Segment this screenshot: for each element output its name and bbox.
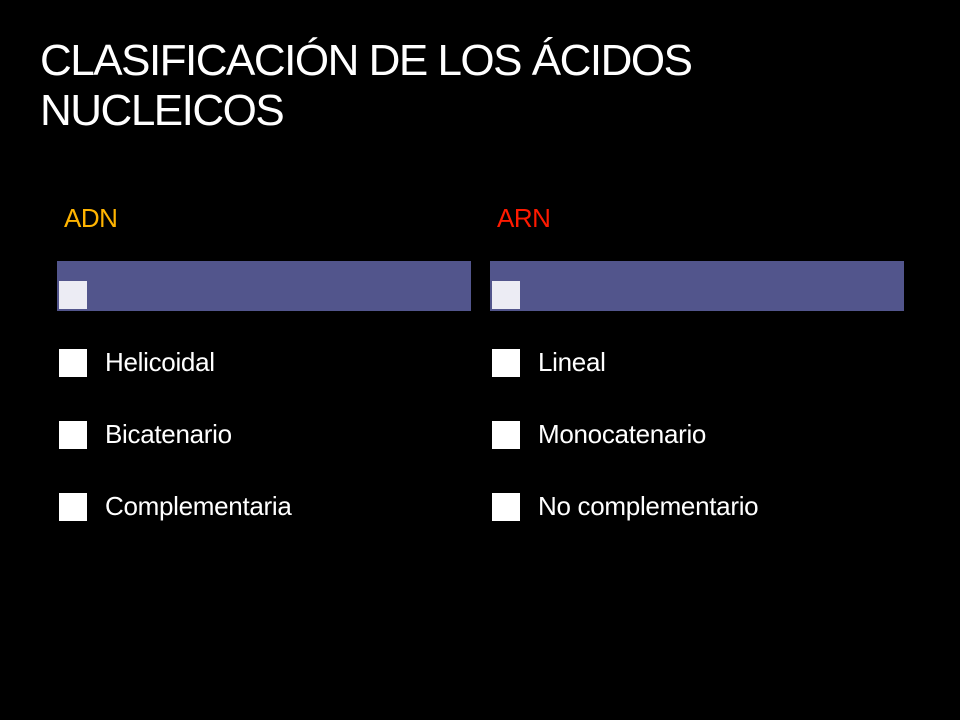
column-heading-arn: ARN [497, 203, 551, 233]
square-bullet-icon [59, 421, 87, 449]
header-bar-square-icon [59, 281, 87, 309]
square-bullet-icon [492, 493, 520, 521]
list-item-label: Complementaria [105, 491, 292, 521]
square-bullet-icon [492, 349, 520, 377]
column-header-bar-arn [490, 261, 904, 311]
column-heading-adn: ADN [64, 203, 118, 233]
list-item-label: Lineal [538, 347, 606, 377]
header-bar-square-icon [492, 281, 520, 309]
slide-title-line-1: CLASIFICACIÓN DE LOS ÁCIDOS [40, 36, 693, 85]
list-item-label: Bicatenario [105, 419, 232, 449]
column-arn: ARN Lineal Monocatenario No complementar… [490, 0, 904, 720]
slide-title: CLASIFICACIÓN DE LOS ÁCIDOS NUCLEICOS [40, 36, 920, 136]
column-header-bar-adn [57, 261, 471, 311]
square-bullet-icon [59, 493, 87, 521]
list-item-label: Monocatenario [538, 419, 707, 449]
slide-title-line-2: NUCLEICOS [40, 86, 285, 135]
square-bullet-icon [59, 349, 87, 377]
square-bullet-icon [492, 421, 520, 449]
list-item-label: Helicoidal [105, 347, 215, 377]
column-adn: ADN Helicoidal Bicatenario Complementari… [57, 0, 471, 720]
list-item-label: No complementario [538, 491, 759, 521]
